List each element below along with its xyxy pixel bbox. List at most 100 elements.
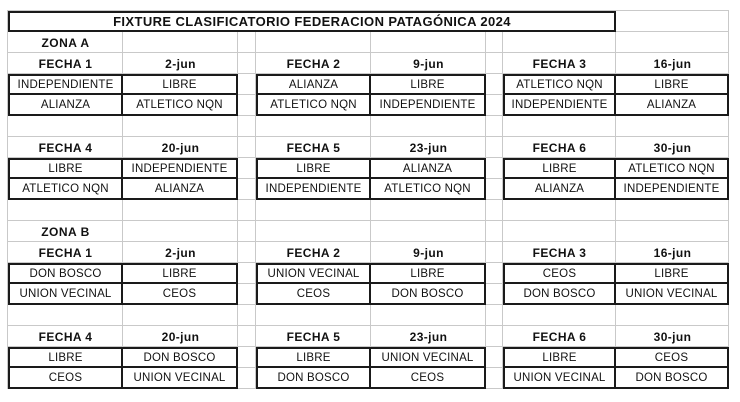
team-cell: ATLETICO NQN [258,95,371,114]
sheet-cell [486,32,503,53]
sheet-cell [371,242,486,263]
team-cell: CEOS [162,287,197,300]
sheet-cell [238,263,256,284]
sheet-cell [486,95,503,116]
zone-label: ZONA B [41,224,90,239]
fixture-date: 9-jun [413,245,444,260]
fixture-label: FECHA 4 [38,329,93,344]
sheet-cell [371,326,486,347]
fixture-label: FECHA 5 [286,329,341,344]
fixture-date: 2-jun [165,56,196,71]
team-cell: LIBRE [10,160,123,179]
team-cell: ALIANZA [371,160,484,179]
sheet-cell [616,116,729,137]
sheet-cell [238,284,256,305]
fixture-label: FECHA 1 [38,245,93,260]
sheet-cell [503,221,616,242]
team-cell: DON BOSCO [10,265,123,284]
sheet-cell [238,32,256,53]
sheet-cell [486,326,503,347]
match-block: LIBRE CEOS UNION VECINAL DON BOSCO [503,347,729,389]
sheet-cell [371,221,486,242]
sheet-cell [256,200,371,221]
team-cell: UNION VECINAL [371,349,484,368]
sheet-cell [238,200,256,221]
sheet-cell [238,326,256,347]
sheet-cell [486,305,503,326]
team-cell: DON BOSCO [391,287,464,300]
fixture-label: FECHA 2 [286,245,341,260]
fixture-date: 20-jun [161,329,200,344]
sheet-cell [256,305,371,326]
fixture-label: FECHA 3 [532,56,587,71]
team-cell: ALIANZA [154,182,205,195]
sheet-cell [238,305,256,326]
fixture-label: FECHA 6 [532,329,587,344]
sheet-cell [503,242,616,263]
sheet-cell [486,200,503,221]
fixture-date: 30-jun [653,140,692,155]
match-block: INDEPENDIENTE LIBRE ALIANZA ATLETICO NQN [8,74,238,116]
sheet-cell [486,368,503,389]
fixture-label: FECHA 3 [532,245,587,260]
sheet-cell [8,200,123,221]
team-cell: LIBRE [505,160,616,179]
team-cell: LIBRE [616,265,727,284]
team-cell: LIBRE [505,349,616,368]
sheet-cell [256,116,371,137]
sheet-cell [8,305,123,326]
team-cell: LIBRE [123,76,236,95]
fixture-label: FECHA 5 [286,140,341,155]
team-cell: INDEPENDIENTE [379,98,476,111]
team-cell: UNION VECINAL [258,265,371,284]
sheet-cell [238,74,256,95]
match-block: ATLETICO NQN LIBRE INDEPENDIENTE ALIANZA [503,74,729,116]
sheet-cell [486,179,503,200]
sheet-cell [486,263,503,284]
team-cell: DON BOSCO [258,368,371,387]
match-block: ALIANZA LIBRE ATLETICO NQN INDEPENDIENTE [256,74,486,116]
sheet-cell [503,326,616,347]
sheet-cell [8,221,123,242]
sheet-cell [8,242,123,263]
team-cell: LIBRE [123,265,236,284]
team-cell: CEOS [258,284,371,303]
sheet-cell [486,116,503,137]
match-block: LIBRE ALIANZA INDEPENDIENTE ATLETICO NQN [256,158,486,200]
sheet-cell [238,368,256,389]
sheet-cell [238,347,256,368]
match-block: LIBRE INDEPENDIENTE ATLETICO NQN ALIANZA [8,158,238,200]
fixture-date: 20-jun [161,140,200,155]
team-cell: ATLETICO NQN [10,179,123,198]
sheet-cell [503,116,616,137]
sheet-cell [8,32,123,53]
sheet-cell [371,305,486,326]
fixture-date: 23-jun [409,140,448,155]
sheet-cell [486,137,503,158]
team-cell: LIBRE [258,349,371,368]
sheet-cell [238,158,256,179]
sheet-cell [123,242,238,263]
match-block: LIBRE ATLETICO NQN ALIANZA INDEPENDIENTE [503,158,729,200]
sheet-cell [123,32,238,53]
sheet-cell [123,221,238,242]
team-cell: DON BOSCO [505,284,616,303]
sheet-cell [616,221,729,242]
sheet-cell [503,32,616,53]
team-cell: UNION VECINAL [505,368,616,387]
team-cell: UNION VECINAL [10,284,123,303]
sheet-cell [238,242,256,263]
team-cell: DON BOSCO [635,371,708,384]
sheet-cell [8,116,123,137]
sheet-cell [616,200,729,221]
page-title: FIXTURE CLASIFICATORIO FEDERACION PATAGÓ… [8,11,616,32]
team-cell: ALIANZA [505,179,616,198]
sheet-cell [503,53,616,74]
fixture-date: 16-jun [653,245,692,260]
team-cell: DON BOSCO [123,349,236,368]
sheet-cell [256,221,371,242]
team-cell: UNION VECINAL [625,287,718,300]
sheet-cell [256,326,371,347]
sheet-cell [486,221,503,242]
